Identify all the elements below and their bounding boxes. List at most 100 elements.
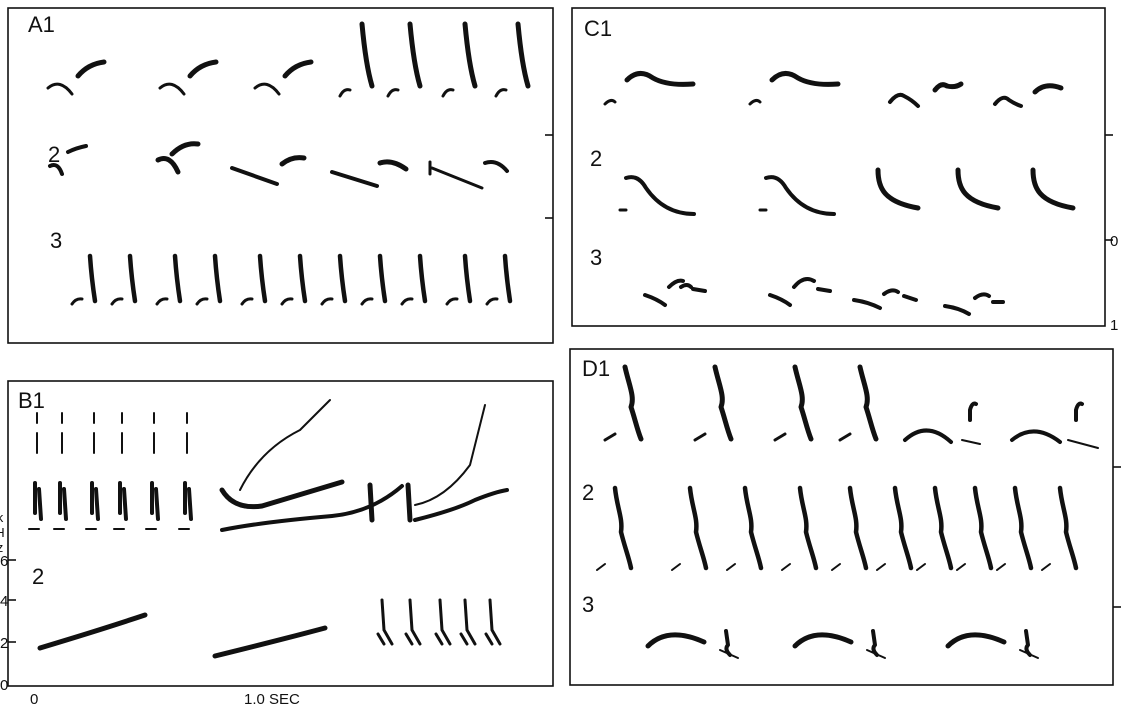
trace xyxy=(857,364,879,442)
trace xyxy=(484,598,502,646)
trace xyxy=(48,144,88,176)
trace xyxy=(320,297,334,306)
trace xyxy=(330,170,379,188)
trace xyxy=(434,598,452,646)
trace xyxy=(127,253,138,304)
trace xyxy=(70,297,84,306)
trace xyxy=(1019,649,1039,659)
trace xyxy=(407,21,423,89)
trace xyxy=(240,297,254,306)
trace xyxy=(645,632,707,649)
row-label: 2 xyxy=(48,142,60,167)
trace xyxy=(764,175,836,216)
trace xyxy=(158,82,186,96)
y-tick-label: 0 xyxy=(0,677,8,694)
trace xyxy=(46,82,74,96)
trace xyxy=(932,81,964,93)
y-tick-label: 4 xyxy=(0,593,8,610)
trace xyxy=(413,488,509,522)
trace xyxy=(502,253,513,304)
scale-label: 0 xyxy=(1110,233,1118,250)
trace xyxy=(972,485,994,571)
trace xyxy=(781,563,791,571)
trace xyxy=(212,253,223,304)
trace xyxy=(220,484,404,532)
trace xyxy=(876,563,886,571)
panel-label: A1 xyxy=(28,12,55,37)
trace xyxy=(961,439,1099,449)
trace xyxy=(1032,83,1064,95)
panel-c-frame xyxy=(571,7,1106,327)
trace xyxy=(671,563,681,571)
trace xyxy=(742,485,764,571)
row-label: 3 xyxy=(582,592,594,617)
trace xyxy=(875,167,921,211)
trace xyxy=(90,481,100,521)
trace xyxy=(404,598,422,646)
panel-a-frame xyxy=(7,7,554,344)
panel-label: C1 xyxy=(584,16,612,41)
trace xyxy=(724,629,732,657)
trace xyxy=(110,297,124,306)
trace xyxy=(367,482,413,523)
trace xyxy=(1030,167,1076,211)
trace xyxy=(603,98,617,106)
trace xyxy=(445,297,459,306)
trace xyxy=(612,485,634,571)
x-tick-label: 1.0 SEC xyxy=(244,691,300,708)
panel-label: B1 xyxy=(18,388,45,413)
trace xyxy=(838,432,852,442)
trace xyxy=(485,297,499,306)
trace xyxy=(773,432,787,442)
trace xyxy=(916,563,926,571)
trace xyxy=(172,253,183,304)
trace xyxy=(1012,485,1034,571)
trace xyxy=(1074,401,1084,422)
trace xyxy=(280,297,294,306)
trace xyxy=(414,404,486,506)
trace xyxy=(624,175,696,216)
trace xyxy=(892,485,914,571)
trace xyxy=(212,625,328,659)
axis-label: kHz xyxy=(0,510,8,555)
trace xyxy=(768,277,832,307)
trace xyxy=(75,59,107,79)
trace xyxy=(871,629,879,657)
trace xyxy=(239,399,331,491)
trace xyxy=(945,632,1007,649)
panel-label: D1 xyxy=(582,356,610,381)
trace xyxy=(993,95,1023,108)
trace xyxy=(494,88,508,98)
y-tick-label: 6 xyxy=(0,553,8,570)
row-label: 3 xyxy=(50,228,62,253)
trace xyxy=(87,253,98,304)
trace xyxy=(888,92,920,108)
trace xyxy=(903,428,953,444)
trace xyxy=(155,297,169,306)
trace xyxy=(376,598,394,646)
trace xyxy=(195,297,209,306)
trace xyxy=(852,288,918,310)
trace xyxy=(943,292,1005,316)
row-label: 3 xyxy=(590,245,602,270)
trace xyxy=(462,253,473,304)
trace xyxy=(1041,563,1051,571)
x-tick-label: 0 xyxy=(30,691,38,708)
trace xyxy=(726,563,736,571)
trace xyxy=(769,71,841,87)
trace xyxy=(622,364,644,442)
trace xyxy=(831,563,841,571)
trace xyxy=(712,364,734,442)
trace xyxy=(360,297,374,306)
trace xyxy=(515,21,531,89)
trace xyxy=(968,401,978,422)
trace xyxy=(693,432,707,442)
trace xyxy=(1010,429,1062,444)
trace xyxy=(155,141,201,175)
trace xyxy=(441,88,455,98)
trace xyxy=(687,485,709,571)
trace xyxy=(338,88,352,98)
panel-b-frame xyxy=(7,380,554,687)
trace xyxy=(187,59,219,79)
